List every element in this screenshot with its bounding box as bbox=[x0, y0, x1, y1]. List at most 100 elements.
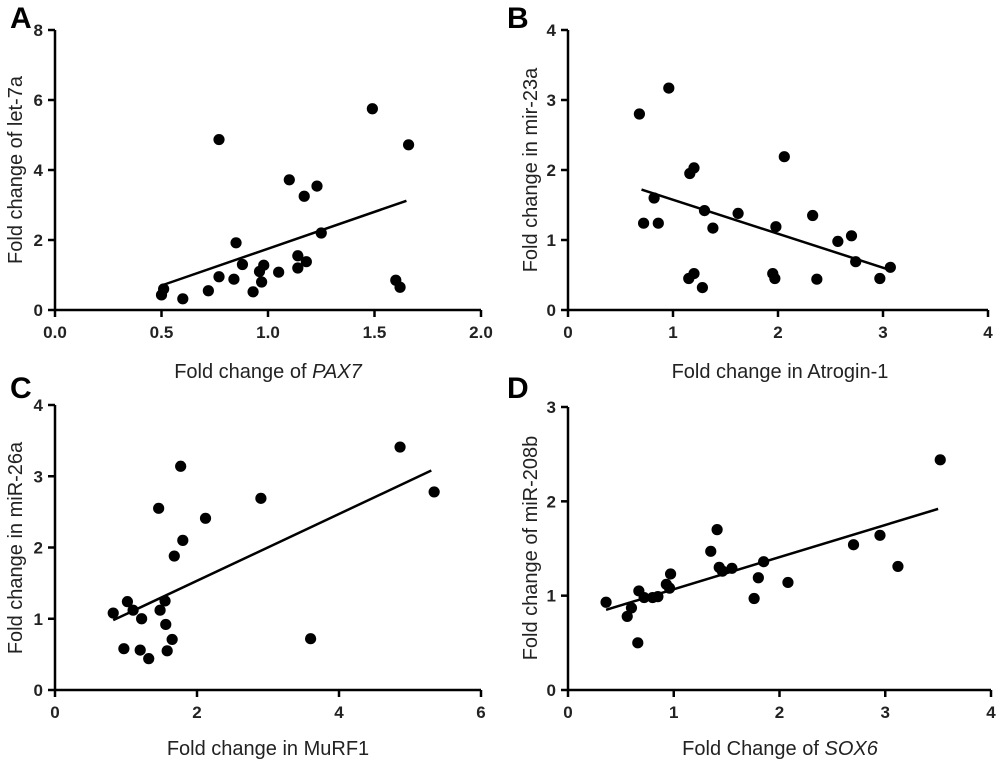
data-point bbox=[305, 633, 317, 645]
y-tick-label: 1 bbox=[547, 231, 556, 250]
x-axis-title: Fold Change of SOX6 bbox=[682, 738, 879, 760]
data-point bbox=[845, 230, 858, 242]
data-point bbox=[213, 133, 225, 146]
data-point bbox=[874, 529, 886, 541]
x-tick-label: 1.0 bbox=[256, 323, 280, 342]
trend-line bbox=[161, 199, 407, 287]
data-point bbox=[118, 643, 130, 655]
data-point bbox=[292, 250, 304, 262]
y-tick-label: 0 bbox=[547, 301, 556, 320]
y-tick-label: 0 bbox=[34, 301, 43, 320]
data-point bbox=[258, 259, 270, 271]
y-tick-label: 6 bbox=[34, 91, 43, 110]
data-point bbox=[752, 572, 764, 584]
data-point bbox=[107, 607, 119, 619]
x-tick-label: 4 bbox=[334, 703, 344, 722]
data-point bbox=[153, 502, 165, 514]
x-tick-label: 0 bbox=[563, 323, 572, 342]
data-point bbox=[175, 460, 187, 472]
data-point bbox=[638, 591, 650, 604]
y-tick-label: 4 bbox=[547, 21, 557, 40]
data-point bbox=[402, 139, 415, 151]
x-tick-label: 1.5 bbox=[363, 323, 387, 342]
y-axis-title: Fold change of let-7a bbox=[5, 75, 27, 264]
data-point bbox=[230, 237, 242, 249]
x-tick-label: 3 bbox=[878, 323, 887, 342]
data-point bbox=[166, 633, 178, 646]
x-tick-label: 1 bbox=[669, 703, 678, 722]
data-point bbox=[850, 256, 862, 268]
data-point bbox=[707, 222, 719, 234]
data-point bbox=[158, 283, 170, 295]
x-axis-title-text: Fold change of bbox=[174, 361, 307, 383]
data-point bbox=[811, 273, 823, 285]
data-point bbox=[716, 565, 728, 577]
data-point bbox=[366, 103, 378, 115]
data-point bbox=[638, 217, 650, 229]
data-point bbox=[159, 595, 171, 607]
x-axis-title-text: Fold change in Atrogin-1 bbox=[672, 361, 889, 383]
data-point bbox=[121, 596, 134, 608]
panel-letter: A bbox=[10, 2, 32, 35]
data-point bbox=[726, 562, 738, 574]
data-point bbox=[874, 272, 886, 285]
data-point bbox=[884, 261, 896, 273]
y-tick-label: 3 bbox=[547, 398, 556, 417]
data-point bbox=[394, 441, 406, 453]
data-point bbox=[213, 271, 225, 283]
y-axis-title: Fold change in miR-26a bbox=[5, 441, 27, 654]
data-point bbox=[732, 207, 744, 219]
data-point bbox=[428, 486, 440, 498]
data-point bbox=[652, 217, 664, 229]
x-tick-label: 0.0 bbox=[43, 323, 67, 342]
data-point bbox=[769, 272, 781, 285]
data-point bbox=[256, 276, 268, 288]
x-tick-label: 1 bbox=[668, 323, 677, 342]
trend-line bbox=[112, 469, 432, 622]
data-point bbox=[934, 454, 946, 466]
data-point bbox=[632, 637, 644, 649]
panel-b: B 0 1 2 3 4 0 1 2 3 4 Fold change in Atrogin-1 Fold … bbox=[507, 2, 993, 383]
x-axis-title: Fold change of PAX7 bbox=[174, 361, 362, 383]
y-tick-label: 2 bbox=[547, 161, 556, 180]
data-point bbox=[892, 560, 904, 573]
trend-line bbox=[641, 188, 889, 271]
y-tick-label: 2 bbox=[34, 539, 43, 558]
data-point bbox=[136, 613, 148, 625]
y-tick-label: 0 bbox=[34, 681, 43, 700]
panel-letter: B bbox=[507, 2, 529, 35]
data-point bbox=[394, 281, 406, 293]
data-point bbox=[202, 285, 214, 297]
data-point bbox=[832, 235, 844, 247]
data-point bbox=[273, 266, 285, 278]
x-tick-label: 2.0 bbox=[469, 323, 493, 342]
data-point bbox=[782, 576, 794, 589]
y-axis-title: Fold change of miR-208b bbox=[520, 436, 542, 661]
data-point bbox=[663, 582, 676, 594]
x-axis-title-italic: SOX6 bbox=[824, 738, 878, 760]
data-point bbox=[748, 592, 760, 605]
data-point bbox=[633, 108, 646, 120]
data-point bbox=[154, 604, 166, 616]
x-tick-label: 3 bbox=[881, 703, 890, 722]
y-tick-label: 0 bbox=[547, 681, 556, 700]
data-point bbox=[600, 596, 612, 608]
data-point bbox=[698, 205, 711, 217]
data-point bbox=[696, 282, 709, 294]
y-tick-label: 2 bbox=[547, 492, 556, 511]
data-point bbox=[160, 618, 172, 631]
y-tick-label: 8 bbox=[34, 21, 43, 40]
y-tick-label: 4 bbox=[34, 161, 44, 180]
data-point bbox=[778, 151, 790, 163]
data-point bbox=[847, 539, 860, 551]
x-axis-title-text: Fold Change of bbox=[682, 738, 819, 760]
x-axis-title-text: Fold change in MuRF1 bbox=[167, 738, 369, 760]
x-tick-label: 2 bbox=[775, 703, 784, 722]
x-tick-label: 4 bbox=[983, 323, 993, 342]
data-point bbox=[688, 162, 700, 174]
x-tick-label: 0.5 bbox=[150, 323, 174, 342]
data-point bbox=[664, 568, 677, 580]
data-point bbox=[127, 604, 139, 616]
data-point bbox=[311, 180, 323, 192]
